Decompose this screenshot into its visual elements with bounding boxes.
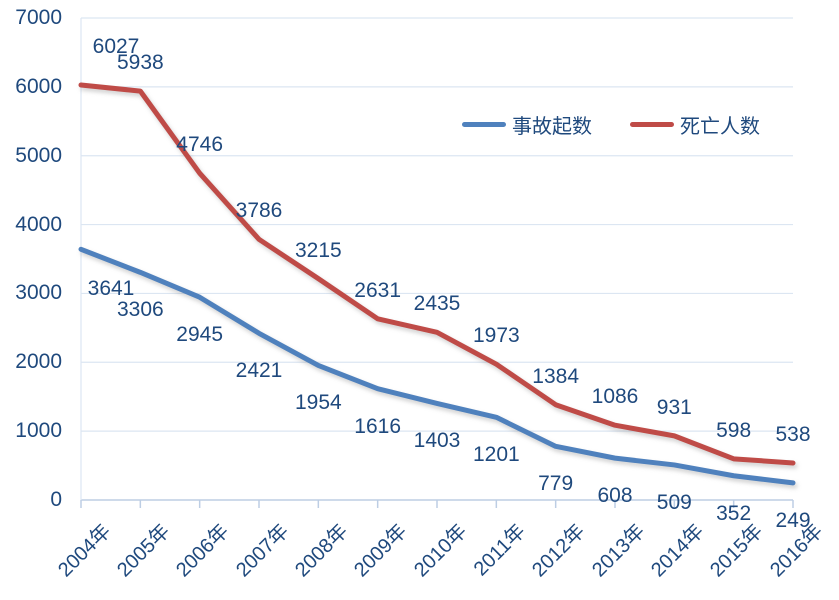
- data-label-accidents: 2945: [176, 323, 224, 347]
- deaths-line-swatch-icon: [630, 122, 674, 127]
- data-label-deaths: 2631: [354, 278, 402, 302]
- y-axis-label: 3000: [15, 281, 62, 305]
- data-label-deaths: 6027: [92, 34, 140, 58]
- data-label-accidents: 1616: [354, 414, 402, 438]
- data-label-deaths: 3215: [294, 238, 342, 262]
- data-label-deaths: 1086: [591, 385, 639, 409]
- legend-label-accidents: 事故起数: [512, 116, 592, 138]
- data-label-deaths: 3786: [235, 199, 283, 223]
- data-label-accidents: 249: [775, 508, 811, 532]
- data-label-deaths: 598: [716, 418, 752, 442]
- y-axis-label: 2000: [15, 350, 62, 374]
- data-label-accidents: 1403: [413, 429, 461, 453]
- data-label-deaths: 2435: [413, 292, 461, 316]
- y-axis-label: 0: [50, 488, 62, 511]
- data-label-deaths: 1973: [472, 324, 520, 348]
- data-label-accidents: 352: [716, 501, 752, 525]
- y-axis-label: 5000: [15, 143, 62, 167]
- y-axis-label: 6000: [15, 74, 62, 98]
- series-deaths-line: [78, 82, 796, 466]
- data-label-accidents: 1201: [472, 443, 520, 467]
- data-label-deaths: 1384: [532, 364, 580, 388]
- legend-item-deaths[interactable]: 死亡人数: [630, 110, 760, 139]
- series-accidents-line: [78, 246, 796, 486]
- legend-label-deaths: 死亡人数: [680, 116, 760, 138]
- y-axis-label: 7000: [15, 6, 62, 29]
- legend: 事故起数 死亡人数: [462, 110, 760, 139]
- data-label-accidents: 3641: [87, 277, 135, 301]
- data-label-accidents: 779: [538, 472, 574, 496]
- accidents-line-swatch-icon: [462, 122, 506, 127]
- data-label-deaths: 538: [775, 422, 811, 446]
- y-axis-label: 4000: [15, 212, 62, 236]
- data-label-accidents: 2421: [235, 359, 283, 383]
- legend-item-accidents[interactable]: 事故起数: [462, 110, 592, 139]
- data-label-deaths: 931: [656, 395, 692, 419]
- y-axis-label: 1000: [15, 419, 62, 443]
- data-label-accidents: 1954: [294, 391, 342, 415]
- data-label-accidents: 608: [597, 484, 633, 508]
- data-label-accidents: 3306: [116, 298, 164, 322]
- data-label-deaths: 5938: [116, 51, 164, 75]
- data-label-deaths: 4746: [176, 133, 224, 157]
- data-label-accidents: 509: [656, 490, 692, 514]
